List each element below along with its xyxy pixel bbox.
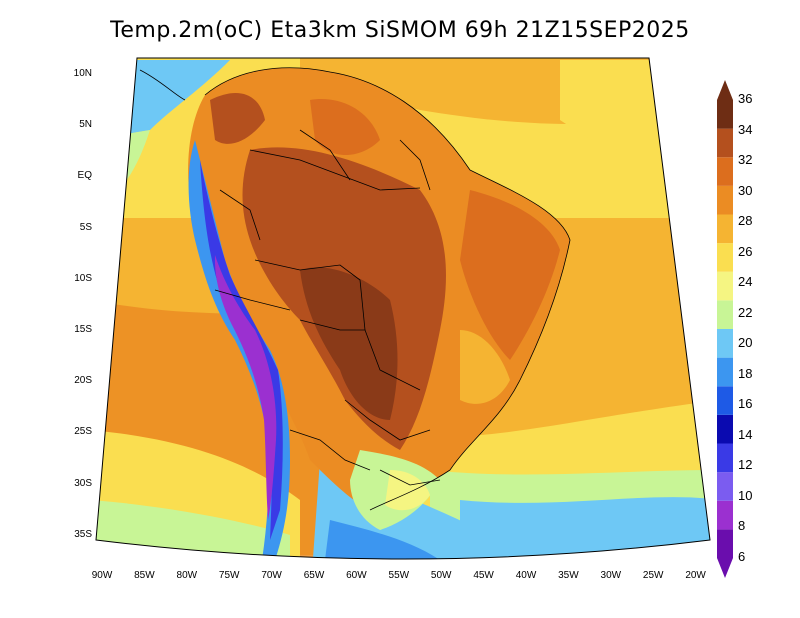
- colorbar-label: 12: [738, 457, 753, 473]
- colorbar-label: 18: [738, 365, 753, 381]
- colorbar-max-arrow: [717, 80, 733, 100]
- colorbar-segment: [717, 414, 733, 444]
- colorbar-label: 24: [738, 274, 753, 290]
- colorbar-segment: [717, 214, 733, 244]
- lon-label: 35W: [558, 570, 579, 581]
- lat-label: 10N: [73, 68, 92, 79]
- lon-label: 70W: [261, 570, 282, 581]
- colorbar-label: 16: [738, 396, 753, 412]
- lon-label: 50W: [430, 570, 452, 581]
- colorbar-label: 34: [738, 121, 753, 137]
- lon-label: 60W: [346, 570, 367, 581]
- colorbar-segment: [717, 529, 733, 558]
- colorbar-segment: [717, 271, 733, 301]
- colorbar-segment: [717, 472, 733, 501]
- country-borders: [139, 67, 571, 511]
- lat-label: 15S: [74, 324, 92, 335]
- lat-label: 5S: [79, 221, 92, 233]
- lon-label: 90W: [91, 570, 113, 581]
- lat-label: 5N: [79, 119, 92, 131]
- temperature-field: [96, 58, 710, 559]
- colorbar-label: 30: [738, 182, 753, 198]
- colorbar-segment: [717, 500, 733, 530]
- lat-label: 20S: [74, 375, 92, 387]
- colorbar-label: 8: [738, 518, 746, 534]
- lon-label: 20W: [685, 570, 706, 581]
- lon-label: 80W: [176, 570, 198, 581]
- colorbar-min-arrow: [717, 558, 733, 578]
- lon-label: 65W: [303, 570, 325, 581]
- lon-label: 85W: [134, 570, 155, 581]
- colorbar-label: 6: [738, 549, 746, 564]
- colorbar-segment: [717, 329, 733, 358]
- map-title: Temp.2m(oC) Eta3km SiSMOM 69h 21Z15SEP20…: [110, 18, 690, 43]
- colorbar-label: 20: [738, 335, 753, 351]
- colorbar-segment: [717, 100, 733, 129]
- colorbar-label: 36: [738, 91, 753, 106]
- colorbar: [717, 80, 733, 578]
- colorbar-label: 14: [738, 426, 753, 442]
- colorbar-segment: [717, 357, 733, 387]
- lon-label: 75W: [218, 570, 240, 581]
- colorbar-label: 10: [738, 487, 753, 503]
- lon-label: 45W: [473, 570, 494, 581]
- colorbar-segment: [717, 443, 733, 473]
- colorbar-label: 26: [738, 243, 753, 259]
- lat-label: 10S: [74, 272, 92, 284]
- lon-label: 25W: [642, 570, 664, 581]
- colorbar-segment: [717, 300, 733, 329]
- lon-label: 40W: [515, 570, 537, 581]
- colorbar-label: 22: [738, 304, 753, 320]
- lat-label: EQ: [77, 170, 92, 182]
- colorbar-label: 28: [738, 213, 753, 229]
- colorbar-label: 32: [738, 152, 753, 168]
- lat-label: 30S: [74, 477, 92, 489]
- colorbar-segment: [717, 386, 733, 415]
- lon-label: 30W: [600, 570, 622, 581]
- lon-label: 55W: [388, 570, 410, 581]
- colorbar-segment: [717, 243, 733, 272]
- colorbar-segment: [717, 157, 733, 186]
- lat-label: 35S: [74, 528, 92, 540]
- lat-label: 25S: [74, 426, 92, 438]
- colorbar-segment: [717, 128, 733, 158]
- colorbar-segment: [717, 185, 733, 215]
